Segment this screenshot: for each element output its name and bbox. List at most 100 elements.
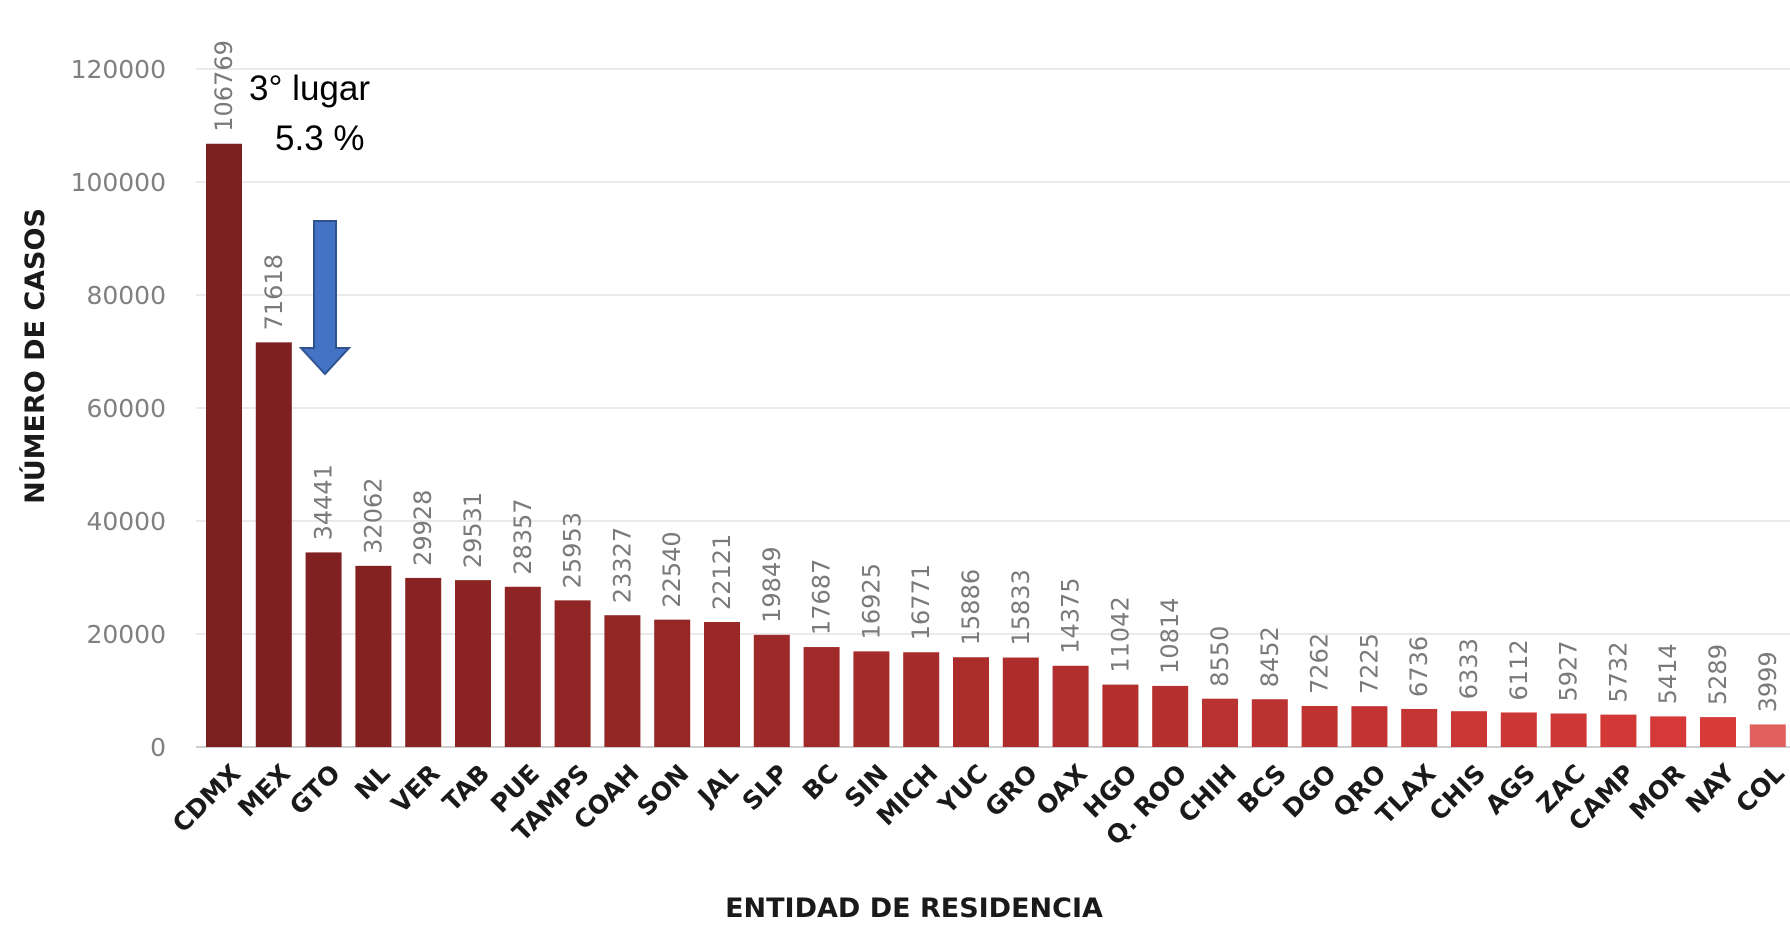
y-tick-label: 20000 [86, 620, 166, 649]
data-label: 15833 [1007, 569, 1035, 645]
bar-mor [1650, 716, 1687, 747]
data-label: 25953 [559, 512, 587, 588]
y-tick-label: 0 [150, 733, 166, 762]
bar-nl [355, 565, 392, 747]
data-label: 28357 [509, 498, 537, 574]
x-axis-title: ENTIDAD DE RESIDENCIA [725, 893, 1103, 924]
data-label: 6736 [1405, 636, 1433, 697]
bar-tlax [1401, 708, 1438, 747]
bar-dgo [1301, 705, 1338, 747]
y-tick-label: 40000 [86, 507, 166, 536]
bar-gro [1002, 657, 1039, 747]
data-label: 6112 [1505, 639, 1533, 700]
y-axis-title: NÚMERO DE CASOS [19, 208, 51, 504]
bar-nay [1700, 717, 1736, 747]
bar-col [1749, 724, 1786, 747]
data-label: 5414 [1654, 643, 1682, 704]
x-category-label: GRO [979, 759, 1043, 823]
x-category-label: CHIH [1173, 759, 1243, 829]
bar-yuc [953, 657, 989, 747]
bar-son [654, 619, 691, 747]
bar-ver [405, 577, 442, 747]
data-label: 29928 [409, 490, 437, 566]
x-category-label: AGS [1480, 759, 1541, 820]
data-label: 32062 [359, 477, 387, 553]
x-category-label: MOR [1624, 759, 1691, 826]
bar-cdmx [206, 143, 242, 748]
bar-tamps [554, 600, 591, 747]
bar-jal [704, 622, 740, 747]
data-label: 6333 [1455, 638, 1483, 699]
x-category-label: DGO [1277, 759, 1342, 824]
bar-qro [1351, 706, 1388, 747]
bar-ags [1500, 712, 1537, 747]
bar-q-roo [1152, 685, 1189, 747]
data-label: 34441 [310, 464, 338, 540]
x-category-label: JAL [691, 759, 744, 812]
bar-oax [1052, 665, 1089, 747]
data-label: 22540 [658, 531, 686, 607]
x-category-label: BC [797, 759, 844, 806]
x-category-label: CDMX [167, 759, 246, 838]
data-label: 22121 [708, 534, 736, 610]
y-tick-label: 100000 [71, 168, 166, 197]
bar-bcs [1251, 699, 1288, 747]
data-label: 5927 [1555, 640, 1583, 701]
bar-camp [1600, 714, 1637, 747]
data-label: 3999 [1754, 651, 1782, 712]
data-label: 16771 [907, 564, 935, 640]
data-label: 19849 [758, 546, 786, 622]
data-label: 14375 [1057, 577, 1085, 653]
x-category-label: SLP [737, 759, 794, 816]
bar-zac [1550, 713, 1587, 747]
data-label: 23327 [608, 527, 636, 603]
x-category-label: SON [631, 759, 694, 822]
data-label: 71618 [260, 254, 288, 330]
data-labels: 106769 71618 34441 32062 29928 29531 28357 2595… [210, 40, 1782, 712]
y-tick-label: 60000 [86, 394, 166, 423]
data-label: 8452 [1256, 626, 1284, 687]
data-label: 106769 [210, 40, 238, 132]
y-axis-ticks: 0 20000 40000 60000 80000 100000 120000 [71, 55, 166, 762]
x-category-label: COL [1730, 759, 1790, 819]
x-category-label: MEX [232, 759, 296, 823]
x-category-label: TAB [437, 759, 495, 817]
x-category-label: CHIS [1424, 759, 1492, 827]
bar-chis [1451, 711, 1487, 747]
x-category-label: VER [386, 759, 446, 819]
bar-chih [1202, 698, 1238, 747]
bar-pue [504, 586, 541, 747]
bar-bc [803, 647, 840, 747]
data-label: 17687 [808, 559, 836, 635]
data-label: 5732 [1604, 642, 1632, 703]
data-label: 8550 [1206, 626, 1234, 687]
bar-mex [255, 342, 292, 747]
data-label: 15886 [957, 569, 985, 645]
annotation-percent: 5.3 % [275, 119, 365, 158]
down-arrow-icon [298, 220, 352, 376]
bar-sin [853, 651, 890, 747]
y-tick-label: 120000 [71, 55, 166, 84]
data-label: 7225 [1355, 633, 1383, 694]
bar-mich [903, 652, 940, 747]
data-label: 10814 [1156, 598, 1184, 674]
x-category-label: OAX [1030, 759, 1092, 821]
data-label: 16925 [857, 563, 885, 639]
data-label: 29531 [459, 492, 487, 568]
bar-slp [753, 634, 790, 747]
data-label: 5289 [1704, 644, 1732, 705]
x-category-label: YUC [932, 759, 993, 820]
x-category-label: GTO [284, 759, 346, 821]
data-label: 7262 [1306, 633, 1334, 694]
bars [206, 143, 1786, 748]
bar-coah [604, 615, 641, 747]
annotation-rank: 3° lugar [249, 69, 370, 108]
annotation: 3° lugar 5.3 % [249, 69, 370, 376]
bar-hgo [1102, 684, 1139, 747]
data-label: 11042 [1106, 596, 1134, 672]
bar-gto [305, 552, 342, 747]
x-category-label: NAY [1680, 758, 1741, 819]
y-tick-label: 80000 [86, 281, 166, 310]
